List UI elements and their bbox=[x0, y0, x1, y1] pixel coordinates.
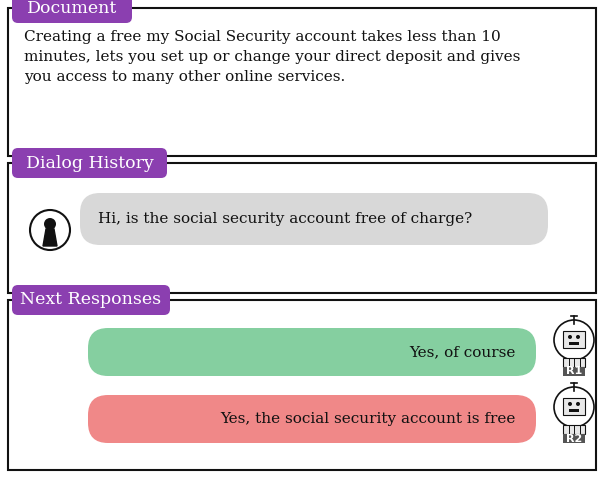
FancyBboxPatch shape bbox=[12, 148, 167, 178]
Bar bbox=[563, 425, 585, 434]
Bar bbox=[563, 367, 585, 376]
Text: Yes, the social security account is free: Yes, the social security account is free bbox=[221, 412, 516, 426]
Text: R2: R2 bbox=[566, 434, 582, 444]
Circle shape bbox=[568, 335, 572, 339]
Bar bbox=[8, 163, 596, 293]
Circle shape bbox=[30, 210, 70, 250]
FancyBboxPatch shape bbox=[80, 193, 548, 245]
Text: R1: R1 bbox=[566, 367, 582, 377]
Circle shape bbox=[576, 402, 580, 406]
Text: Creating a free my Social Security account takes less than 10
minutes, lets you : Creating a free my Social Security accou… bbox=[24, 30, 521, 84]
Polygon shape bbox=[43, 229, 57, 246]
Circle shape bbox=[568, 402, 572, 406]
Bar bbox=[563, 331, 585, 348]
FancyBboxPatch shape bbox=[12, 0, 132, 23]
Circle shape bbox=[44, 218, 56, 230]
FancyBboxPatch shape bbox=[88, 395, 536, 443]
Text: Next Responses: Next Responses bbox=[21, 292, 162, 308]
Circle shape bbox=[554, 387, 594, 427]
Text: Document: Document bbox=[27, 0, 117, 17]
Bar bbox=[563, 434, 585, 443]
Text: Dialog History: Dialog History bbox=[25, 154, 153, 172]
Bar bbox=[569, 342, 579, 345]
FancyBboxPatch shape bbox=[88, 328, 536, 376]
Bar bbox=[8, 300, 596, 470]
Bar bbox=[569, 409, 579, 412]
Circle shape bbox=[554, 320, 594, 360]
FancyBboxPatch shape bbox=[12, 285, 170, 315]
Bar bbox=[563, 398, 585, 415]
Bar bbox=[8, 8, 596, 156]
Circle shape bbox=[576, 335, 580, 339]
Text: Hi, is the social security account free of charge?: Hi, is the social security account free … bbox=[98, 212, 472, 226]
Bar bbox=[563, 358, 585, 367]
Text: Yes, of course: Yes, of course bbox=[410, 345, 516, 359]
